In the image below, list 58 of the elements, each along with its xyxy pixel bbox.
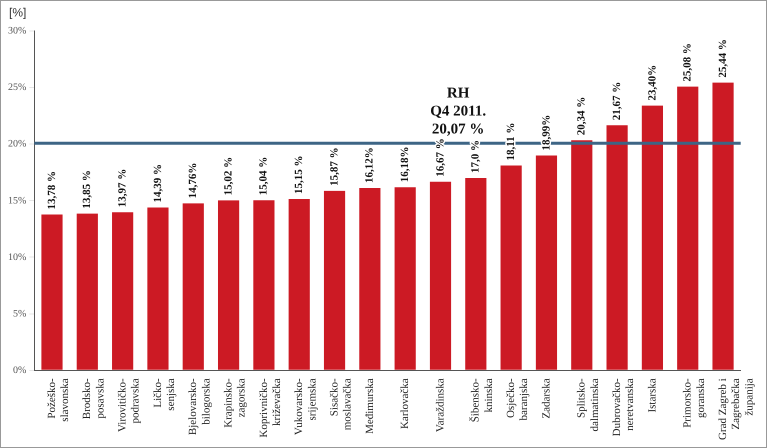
data-label: 16,67 % [434,138,446,177]
y-tick-label: 20% [8,138,26,150]
bar [253,200,274,370]
bar [430,182,452,370]
bar [536,156,558,370]
y-tick-label: 15% [8,195,26,206]
bar [41,214,63,370]
data-label: 14,76% [187,162,200,198]
data-label: 18,99% [540,114,552,151]
data-label: 16,12% [364,147,376,183]
y-tick-label: 30% [8,26,26,37]
bar [500,165,522,370]
data-label: 13,97 % [116,168,128,208]
bar [571,140,592,370]
bar [112,212,134,370]
data-label: 13,85 % [81,170,94,209]
y-tick-label: 5% [12,308,26,320]
y-tick-label: 25% [8,82,26,94]
data-label: 21,67 % [610,82,623,120]
bar [677,86,698,370]
x-tick-label: Požeško-slavonska [46,378,72,422]
ref-line-label: RH Q4 2011. 20,07 % [430,85,486,138]
data-label: 13,78 % [46,170,58,210]
bar [147,208,169,370]
data-label: 25,44 % [716,39,729,78]
data-label: 15,02 % [222,156,234,196]
data-label: 14,39 % [152,164,164,203]
data-label: 15,04 % [258,156,270,196]
x-tick-label: Zadarska [540,378,552,419]
bar [712,82,734,370]
data-label: 25,08 % [682,43,694,82]
data-label: 18,11 % [504,122,517,160]
bar [606,125,628,370]
data-label: 20,34 % [576,96,588,136]
x-tick-label: Primorsko-goranska [682,378,707,428]
bar [288,198,310,370]
y-tick-label: 10% [8,252,26,263]
bar [218,200,240,370]
data-label: 17,0 % [470,140,482,174]
data-label: 16,18% [399,146,412,182]
bar [642,106,664,370]
bar [359,188,380,370]
bar [182,203,204,370]
bar [324,190,346,370]
x-tick-label: Karlovačka [399,378,412,430]
y-axis-title: [%] [9,5,26,20]
x-tick-label: Varaždinska [434,378,446,432]
x-tick-label: Šibensko-kninska [468,378,495,422]
data-label: 15,15 % [293,155,306,194]
x-tick-label: Splitsko-dalmatinska [576,378,601,432]
data-label: 23,40% [646,64,658,101]
bar [76,214,98,370]
y-tick-label: 0% [12,364,26,376]
bar [394,187,416,370]
bar [465,178,486,370]
x-tick-label: Istarska [646,378,658,413]
data-label: 15,87 % [328,147,340,186]
x-tick-label: Međimurska [364,378,376,434]
